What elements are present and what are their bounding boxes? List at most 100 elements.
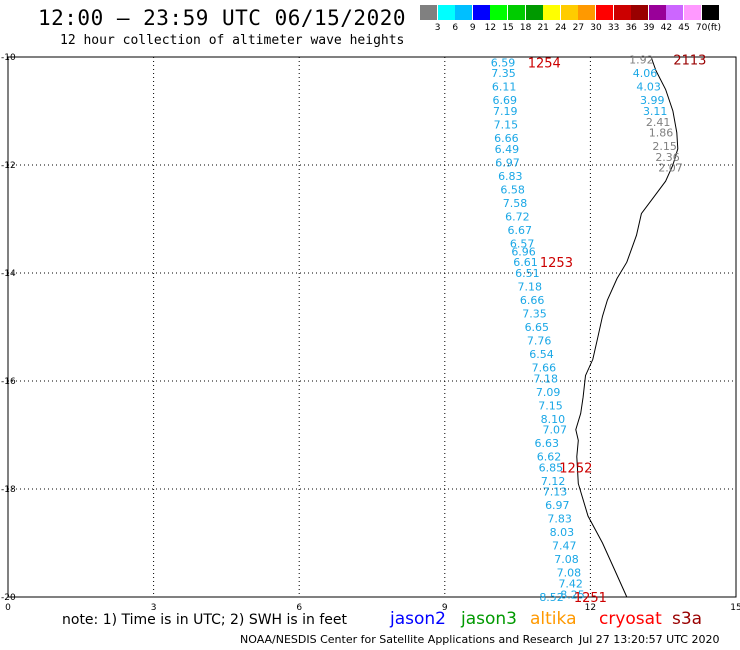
footer-note: note: 1) Time is in UTC; 2) SWH is in fe… — [62, 612, 348, 628]
x-tick-label: 15 — [730, 603, 740, 613]
color-scale-label: 6 — [452, 23, 459, 33]
wave-height-value: 6.58 — [500, 183, 525, 196]
color-swatch — [508, 5, 525, 20]
x-tick-label: 0 — [5, 603, 11, 613]
color-scale-label: 18 — [519, 23, 532, 33]
wave-height-value: 7.35 — [522, 308, 547, 321]
color-swatch — [596, 5, 613, 20]
wave-height-value: 8.03 — [550, 526, 575, 539]
coastline — [575, 56, 679, 598]
wave-height-value: 6.61 — [513, 256, 538, 269]
wave-height-value: 7.76 — [527, 335, 552, 348]
wave-height-value: 6.72 — [505, 210, 530, 223]
color-swatch — [490, 5, 508, 20]
wave-height-value: 7.15 — [494, 119, 519, 132]
y-tick-label: -16 — [1, 377, 16, 387]
wave-height-value: 6.51 — [515, 267, 540, 280]
y-tick-label: -18 — [1, 485, 16, 495]
x-tick-label: 12 — [585, 603, 596, 613]
color-scale-label: 36 — [625, 23, 637, 33]
mission-label-jason2: jason2 — [390, 609, 446, 629]
color-swatch — [578, 5, 596, 20]
wave-height-value: 1.92 — [629, 54, 654, 67]
color-swatch — [543, 5, 561, 20]
wave-height-value: 7.08 — [554, 553, 579, 566]
wave-height-value: 6.85 — [539, 461, 564, 474]
wave-height-value: 6.62 — [537, 451, 562, 464]
pass-number-label: 1251 — [574, 591, 607, 606]
wave-height-value: 7.13 — [543, 486, 568, 499]
color-scale-label: 70 — [695, 23, 708, 33]
wave-height-value: 4.06 — [633, 67, 658, 80]
wave-height-value: 2.36 — [655, 151, 680, 164]
wave-height-value: 7.47 — [552, 540, 577, 553]
color-scale-label: 42 — [660, 23, 673, 33]
color-swatch — [701, 5, 719, 20]
wave-height-value: 7.15 — [538, 399, 563, 412]
color-swatch — [472, 5, 490, 20]
y-tick-label: -10 — [1, 53, 16, 63]
map-frame — [7, 56, 737, 598]
mission-label-cryosat: cryosat — [599, 609, 662, 629]
wave-height-value: 7.35 — [491, 67, 516, 80]
wave-height-value: 7.07 — [543, 424, 568, 437]
wave-height-value: 6.57 — [510, 237, 535, 250]
color-scale-unit: (ft) — [707, 23, 721, 33]
color-swatch — [666, 5, 684, 20]
footer-credit: NOAA/NESDIS Center for Satellite Applica… — [240, 633, 574, 646]
color-scale-label: 24 — [555, 23, 567, 33]
color-scale-label: 27 — [572, 23, 585, 33]
color-swatch — [455, 5, 473, 20]
wave-height-value: 7.19 — [493, 105, 518, 118]
color-scale-label: 3 — [434, 23, 441, 33]
x-tick-label: 9 — [442, 603, 448, 613]
wave-height-value: 3.99 — [640, 94, 665, 107]
wave-height-value: 6.67 — [508, 224, 533, 237]
wave-height-value: 7.42 — [558, 578, 583, 591]
x-tick-label: 6 — [296, 603, 302, 613]
wave-height-value: 6.59 — [491, 56, 516, 69]
wave-height-value: 7.18 — [534, 372, 559, 385]
color-scale-label: 39 — [643, 23, 655, 33]
color-scale-label: 21 — [537, 23, 549, 33]
wave-height-value: 7.18 — [517, 281, 542, 294]
page-subtitle: 12 hour collection of altimeter wave hei… — [60, 33, 405, 48]
color-swatch — [420, 5, 437, 20]
wave-height-value: 6.83 — [498, 170, 523, 183]
wave-height-value: 1.86 — [649, 127, 674, 140]
wave-height-value: 7.83 — [547, 513, 572, 526]
x-tick-label: 3 — [151, 603, 157, 613]
y-tick-label: -12 — [1, 161, 16, 171]
wave-height-value: 6.96 — [511, 245, 536, 258]
wave-height-value: 6.54 — [529, 348, 554, 361]
y-tick-label: -20 — [1, 593, 16, 603]
wave-height-value: 2.41 — [646, 116, 671, 129]
page-title: 12:00 — 23:59 UTC 06/15/2020 — [38, 6, 407, 30]
color-swatch — [684, 5, 701, 20]
wave-height-value: 3.11 — [643, 105, 668, 118]
color-swatch — [437, 5, 455, 20]
wave-height-value: 6.49 — [495, 143, 520, 156]
wave-height-value: 2.07 — [658, 162, 683, 175]
wave-height-value: 8.10 — [541, 413, 566, 426]
wave-height-value: 6.63 — [534, 437, 559, 450]
wave-height-value: 8.25 — [560, 588, 585, 601]
color-swatch — [525, 5, 543, 20]
color-swatch — [560, 5, 578, 20]
wave-height-value: 7.66 — [532, 362, 557, 375]
color-scale-label: 45 — [678, 23, 690, 33]
y-tick-label: -14 — [1, 269, 16, 279]
color-scale-label: 12 — [484, 23, 497, 33]
wave-height-value: 6.65 — [525, 321, 550, 334]
wave-height-value: 6.66 — [520, 294, 545, 307]
wave-height-value: 6.11 — [492, 81, 517, 94]
pass-number-label: 2113 — [673, 54, 706, 69]
footer-timestamp: Jul 27 13:20:57 UTC 2020 — [579, 633, 720, 646]
mission-label-jason3: jason3 — [461, 609, 517, 629]
wave-height-value: 2.15 — [652, 140, 677, 153]
mission-label-altika: altika — [530, 609, 577, 629]
pass-number-label: 1254 — [528, 56, 561, 71]
wave-height-value: 7.08 — [557, 567, 582, 580]
wave-height-value: 7.09 — [536, 386, 561, 399]
